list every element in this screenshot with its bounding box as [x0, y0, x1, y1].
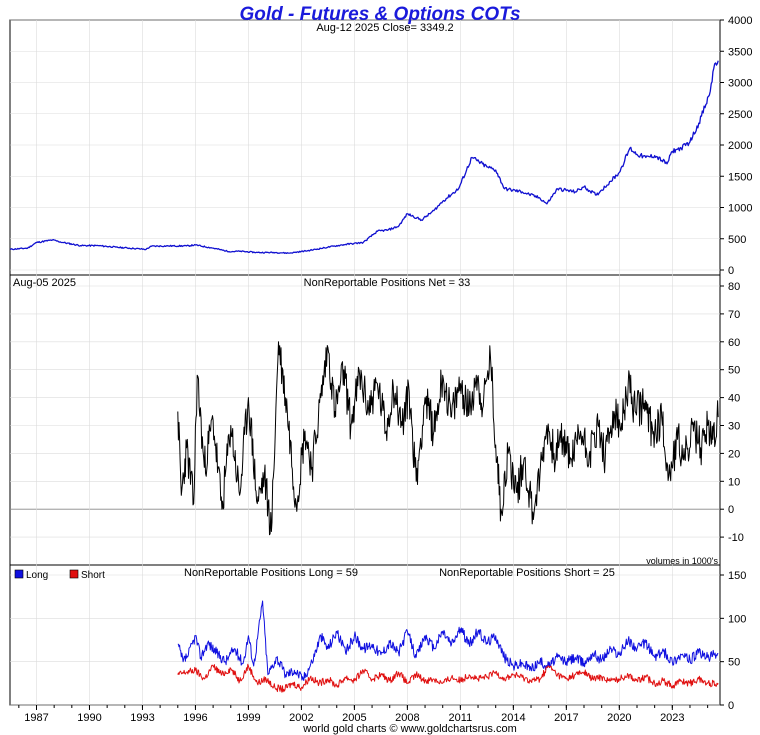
x-tick-label: 1987 [24, 712, 48, 724]
y-tick-label: 500 [728, 234, 746, 246]
x-tick-label: 2014 [501, 712, 525, 724]
y-tick-label: 0 [728, 265, 734, 277]
y-tick-label: 4000 [728, 15, 752, 27]
y-tick-label: 1500 [728, 171, 752, 183]
legend-long-swatch [14, 569, 24, 579]
y-tick-label: 1000 [728, 203, 752, 215]
y-tick-label: 150 [728, 570, 746, 582]
net-series-line [177, 341, 719, 536]
y-tick-label: 50 [728, 657, 740, 669]
long-series-line [177, 600, 719, 681]
y-tick-label: 100 [728, 613, 746, 625]
net-date-label: Aug-05 2025 [13, 277, 76, 289]
y-tick-label: 3500 [728, 46, 752, 58]
legend-short-swatch [69, 569, 79, 579]
legend-short-label: Short [81, 570, 105, 581]
x-tick-label: 1990 [77, 712, 101, 724]
price-series-line [9, 60, 719, 255]
footer-credit: world gold charts © www.goldchartsrus.co… [302, 723, 517, 735]
y-tick-label: 70 [728, 309, 740, 321]
x-tick-label: 2023 [660, 712, 684, 724]
x-tick-label: 2008 [395, 712, 419, 724]
chart-title: Gold - Futures & Options COTs [239, 4, 520, 25]
y-tick-label: 20 [728, 448, 740, 460]
x-tick-label: 2017 [554, 712, 578, 724]
y-tick-label: 30 [728, 421, 740, 433]
x-tick-label: 2002 [289, 712, 313, 724]
short-subtitle: NonReportable Positions Short = 25 [439, 567, 615, 579]
y-tick-label: 0 [728, 504, 734, 516]
y-tick-label: 80 [728, 281, 740, 293]
legend-long-label: Long [26, 570, 48, 581]
y-tick-label: 0 [728, 700, 734, 712]
short-series-line [177, 663, 719, 693]
y-tick-label: 10 [728, 476, 740, 488]
price-subtitle: Aug-12 2025 Close= 3349.2 [316, 22, 453, 34]
long-subtitle: NonReportable Positions Long = 59 [184, 567, 358, 579]
long-short-panel: 0 50 100 150 [10, 565, 746, 712]
volumes-note: volumes in 1000's [646, 556, 718, 566]
x-tick-label: 1993 [130, 712, 154, 724]
x-tick-label: 2005 [342, 712, 366, 724]
price-panel: 0 500 1000 1500 2000 2500 3000 3500 4000 [9, 15, 752, 277]
x-tick-label: 2011 [449, 712, 473, 724]
x-tick-label: 2020 [607, 712, 631, 724]
net-subtitle: NonReportable Positions Net = 33 [304, 277, 471, 289]
y-tick-label: 40 [728, 393, 740, 405]
x-tick-label: 1996 [183, 712, 207, 724]
y-tick-label: 2000 [728, 140, 752, 152]
y-tick-label: 3000 [728, 78, 752, 90]
net-panel: -10 0 10 20 30 40 50 60 70 80 [10, 275, 744, 565]
y-tick-label: 60 [728, 337, 740, 349]
y-tick-label: 50 [728, 365, 740, 377]
x-axis: 1987 1990 1993 1996 1999 2002 2005 2008 2011 2014… [18, 705, 709, 724]
y-tick-label: 2500 [728, 109, 752, 121]
y-tick-label: -10 [728, 532, 744, 544]
x-tick-label: 1999 [236, 712, 260, 724]
